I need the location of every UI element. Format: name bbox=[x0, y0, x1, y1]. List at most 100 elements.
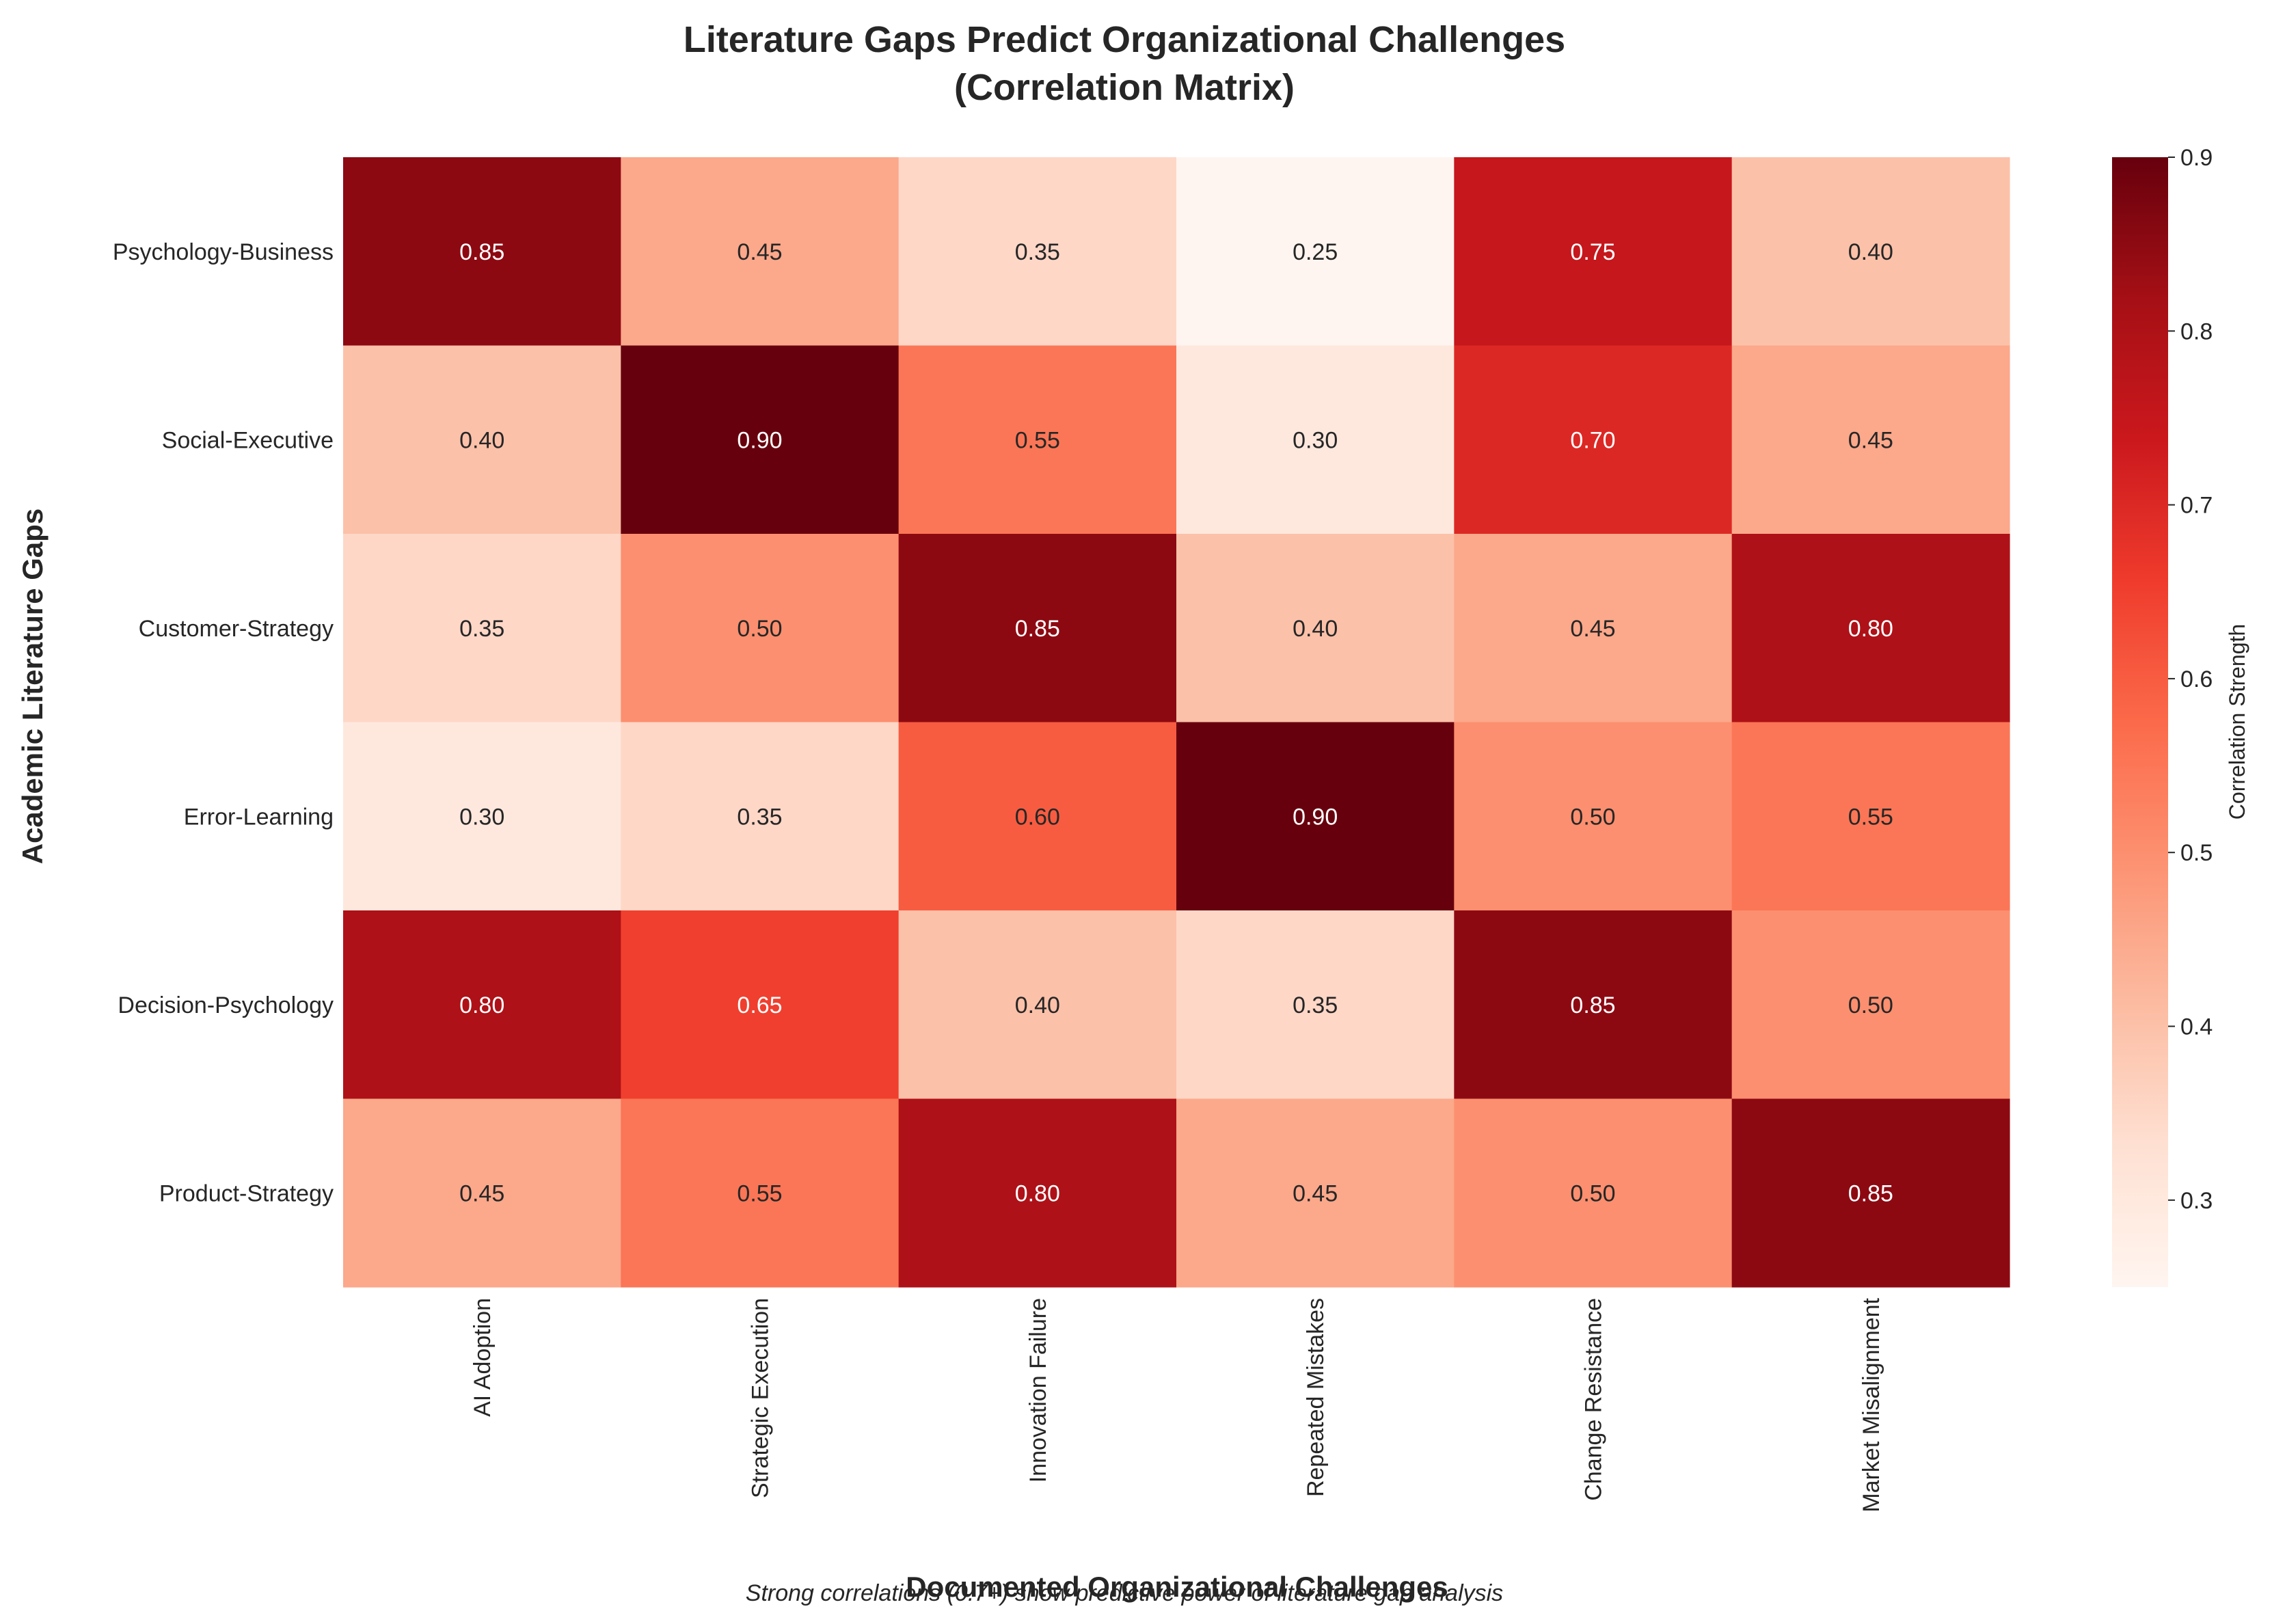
heatmap-cell bbox=[621, 345, 900, 534]
heatmap-cell bbox=[1176, 910, 1455, 1100]
y-tick-label: Psychology-Business bbox=[113, 239, 334, 265]
cell-value-label: 0.70 bbox=[1570, 427, 1615, 453]
heatmap-cell bbox=[621, 157, 900, 347]
heatmap-cell bbox=[898, 157, 1177, 347]
colorbar-label: Correlation Strength bbox=[2225, 624, 2249, 820]
cell-value-label: 0.80 bbox=[1015, 1180, 1060, 1206]
cell-value-label: 0.50 bbox=[1570, 1180, 1615, 1206]
heatmap-cell bbox=[1176, 534, 1455, 723]
cell-value-label: 0.45 bbox=[1848, 427, 1893, 453]
cell-value-label: 0.40 bbox=[1848, 239, 1893, 265]
heatmap-cell bbox=[1454, 910, 1733, 1100]
heatmap-cell bbox=[1731, 345, 2010, 534]
chart-title-line1: Literature Gaps Predict Organizational C… bbox=[684, 19, 1565, 60]
heatmap-cell bbox=[1731, 722, 2010, 911]
cell-value-label: 0.30 bbox=[1293, 427, 1338, 453]
heatmap-cell bbox=[1454, 345, 1733, 534]
cell-value-label: 0.90 bbox=[1293, 804, 1338, 830]
y-tick-label: Decision-Psychology bbox=[118, 992, 334, 1018]
cell-value-label: 0.50 bbox=[1848, 992, 1893, 1018]
colorbar-tick-label: 0.4 bbox=[2180, 1014, 2213, 1040]
cell-value-label: 0.80 bbox=[1848, 616, 1893, 642]
colorbar-tick-label: 0.8 bbox=[2180, 319, 2213, 344]
y-tick-label: Product-Strategy bbox=[159, 1180, 334, 1206]
cell-value-label: 0.35 bbox=[459, 616, 504, 642]
cell-value-label: 0.45 bbox=[1570, 616, 1615, 642]
cell-value-label: 0.35 bbox=[737, 804, 782, 830]
colorbar-tick-label: 0.5 bbox=[2180, 840, 2213, 866]
x-axis-label: Documented Organizational Challenges bbox=[906, 1571, 1448, 1603]
y-tick-label: Error-Learning bbox=[184, 804, 334, 830]
cell-value-label: 0.50 bbox=[1570, 804, 1615, 830]
heatmap-cell bbox=[1176, 722, 1455, 911]
x-tick-label: Repeated Mistakes bbox=[1303, 1298, 1329, 1497]
x-tick-labels: AI Adoption Strategic Execution Innovation… bbox=[470, 1297, 1884, 1512]
x-tick-label: Market Misalignment bbox=[1858, 1297, 1884, 1512]
cell-value-label: 0.45 bbox=[459, 1180, 504, 1206]
x-tick-label: AI Adoption bbox=[470, 1298, 496, 1417]
cell-value-label: 0.45 bbox=[1293, 1180, 1338, 1206]
x-tick-label: Strategic Execution bbox=[748, 1298, 774, 1498]
cell-value-label: 0.75 bbox=[1570, 239, 1615, 265]
colorbar-tick-label: 0.9 bbox=[2180, 145, 2213, 171]
heatmap-cell-labels: 0.85 0.45 0.35 0.25 0.75 0.40 0.40 0.90 0.55 0.30… bbox=[459, 239, 1893, 1207]
heatmap-cell bbox=[343, 910, 621, 1100]
heatmap-cells bbox=[343, 157, 2010, 1288]
cell-value-label: 0.85 bbox=[1570, 992, 1615, 1018]
cell-value-label: 0.85 bbox=[1015, 616, 1060, 642]
y-tick-label: Social-Executive bbox=[162, 427, 334, 453]
colorbar-tick-label: 0.3 bbox=[2180, 1188, 2213, 1214]
heatmap-cell bbox=[898, 1098, 1177, 1288]
x-tick-label: Innovation Failure bbox=[1025, 1298, 1051, 1483]
heatmap-cell bbox=[1731, 534, 2010, 723]
heatmap-cell bbox=[898, 534, 1177, 723]
heatmap-cell bbox=[621, 910, 900, 1100]
heatmap-cell bbox=[343, 345, 621, 534]
heatmap-cell bbox=[343, 722, 621, 911]
heatmap-cell bbox=[343, 534, 621, 723]
heatmap-cell bbox=[1176, 157, 1455, 347]
heatmap-cell bbox=[621, 1098, 900, 1288]
heatmap-cell bbox=[1731, 910, 2010, 1100]
cell-value-label: 0.40 bbox=[459, 427, 504, 453]
heatmap-cell bbox=[1454, 722, 1733, 911]
heatmap-cell bbox=[343, 1098, 621, 1288]
cell-value-label: 0.85 bbox=[1848, 1180, 1893, 1206]
colorbar-tick-label: 0.7 bbox=[2180, 493, 2213, 519]
cell-value-label: 0.60 bbox=[1015, 804, 1060, 830]
footnote: Strong correlations (0.7+) show predicti… bbox=[746, 1580, 1503, 1606]
heatmap-cell bbox=[1176, 345, 1455, 534]
chart-title-line2: (Correlation Matrix) bbox=[954, 67, 1295, 108]
cell-value-label: 0.25 bbox=[1293, 239, 1338, 265]
cell-value-label: 0.80 bbox=[459, 992, 504, 1018]
colorbar bbox=[2112, 157, 2168, 1287]
cell-value-label: 0.35 bbox=[1015, 239, 1060, 265]
heatmap-cell bbox=[1454, 157, 1733, 347]
cell-value-label: 0.65 bbox=[737, 992, 782, 1018]
heatmap-cell bbox=[898, 910, 1177, 1100]
cell-value-label: 0.55 bbox=[1015, 427, 1060, 453]
cell-value-label: 0.40 bbox=[1293, 616, 1338, 642]
heatmap-cell bbox=[898, 345, 1177, 534]
cell-value-label: 0.35 bbox=[1293, 992, 1338, 1018]
heatmap-cell bbox=[898, 722, 1177, 911]
cell-value-label: 0.45 bbox=[737, 239, 782, 265]
heatmap-cell bbox=[1454, 534, 1733, 723]
cell-value-label: 0.90 bbox=[737, 427, 782, 453]
heatmap-cell bbox=[621, 534, 900, 723]
heatmap-cell bbox=[1731, 157, 2010, 347]
cell-value-label: 0.55 bbox=[737, 1180, 782, 1206]
colorbar-tick-label: 0.6 bbox=[2180, 666, 2213, 692]
heatmap-cell bbox=[1731, 1098, 2010, 1288]
colorbar-ticks: 0.3 0.4 0.5 0.6 0.7 0.8 0.9 bbox=[2168, 145, 2213, 1214]
heatmap-cell bbox=[1176, 1098, 1455, 1288]
cell-value-label: 0.85 bbox=[459, 239, 504, 265]
y-tick-labels: Psychology-Business Social-Executive Custo… bbox=[113, 239, 334, 1207]
y-tick-label: Customer-Strategy bbox=[139, 616, 334, 642]
heatmap-cell bbox=[621, 722, 900, 911]
cell-value-label: 0.30 bbox=[459, 804, 504, 830]
heatmap-cell bbox=[1454, 1098, 1733, 1288]
cell-value-label: 0.50 bbox=[737, 616, 782, 642]
heatmap-cell bbox=[343, 157, 621, 347]
